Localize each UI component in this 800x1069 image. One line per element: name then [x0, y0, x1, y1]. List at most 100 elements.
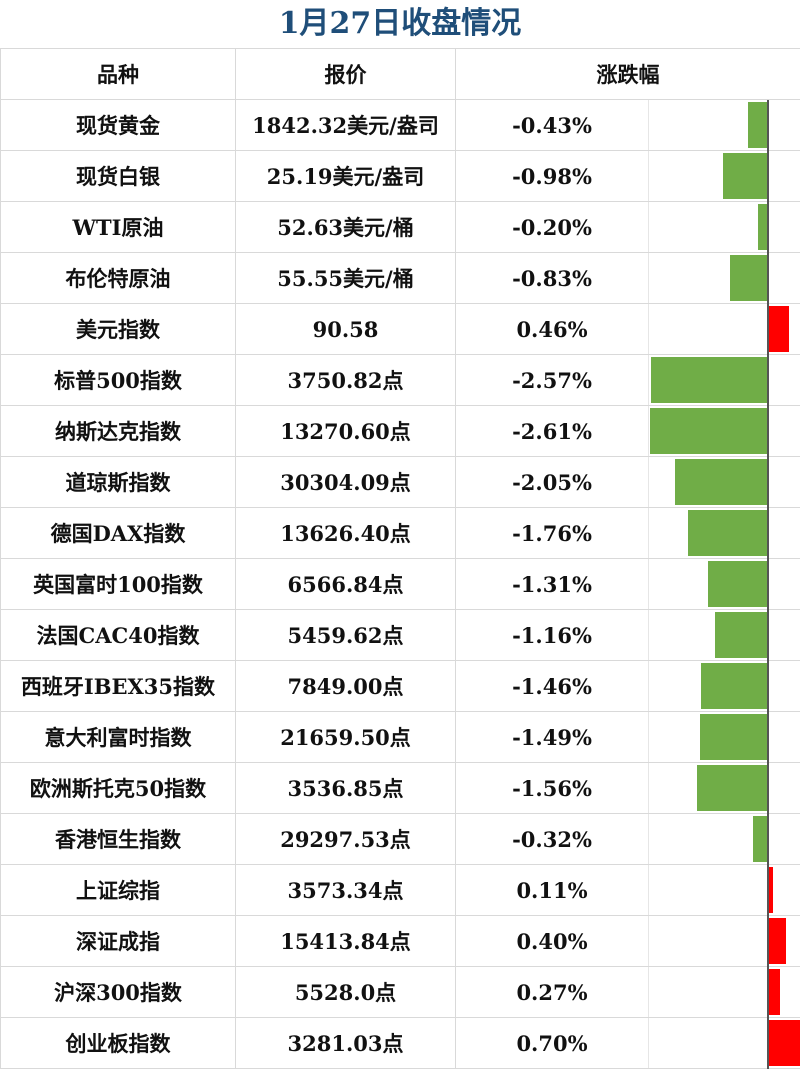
- row-bar-cell: [649, 457, 800, 508]
- change-bar: [730, 255, 767, 301]
- row-change-label: 0.11%: [456, 865, 649, 916]
- change-bar: [650, 408, 767, 454]
- row-price: 5528.0点: [236, 967, 456, 1018]
- row-price: 6566.84点: [236, 559, 456, 610]
- change-bar: [697, 765, 767, 811]
- row-bar-cell: [649, 253, 800, 304]
- change-bar: [700, 714, 767, 760]
- row-name: 现货黄金: [1, 100, 236, 151]
- row-change-label: -0.98%: [456, 151, 649, 202]
- row-price: 3750.82点: [236, 355, 456, 406]
- row-name: 创业板指数: [1, 1018, 236, 1069]
- row-bar-cell: [649, 508, 800, 559]
- row-change-label: 0.46%: [456, 304, 649, 355]
- row-bar-cell: [649, 916, 800, 967]
- row-change-label: -0.20%: [456, 202, 649, 253]
- row-bar-cell: [649, 355, 800, 406]
- row-bar-cell: [649, 712, 800, 763]
- row-bar-cell: [649, 151, 800, 202]
- row-name: WTI原油: [1, 202, 236, 253]
- change-bar: [651, 357, 767, 403]
- row-name: 法国CAC40指数: [1, 610, 236, 661]
- row-name: 道琼斯指数: [1, 457, 236, 508]
- row-change-label: -1.56%: [456, 763, 649, 814]
- row-change-label: 0.27%: [456, 967, 649, 1018]
- row-change-label: -0.83%: [456, 253, 649, 304]
- zero-axis-line: [767, 100, 769, 1069]
- row-name: 布伦特原油: [1, 253, 236, 304]
- row-price: 25.19美元/盎司: [236, 151, 456, 202]
- row-price: 21659.50点: [236, 712, 456, 763]
- row-price: 13270.60点: [236, 406, 456, 457]
- row-change-label: -2.61%: [456, 406, 649, 457]
- row-change-label: -0.43%: [456, 100, 649, 151]
- row-change-label: -1.31%: [456, 559, 649, 610]
- row-price: 5459.62点: [236, 610, 456, 661]
- header-price: 报价: [236, 49, 456, 100]
- row-change-label: -1.49%: [456, 712, 649, 763]
- row-change-label: -0.32%: [456, 814, 649, 865]
- row-name: 纳斯达克指数: [1, 406, 236, 457]
- row-bar-cell: [649, 1018, 800, 1069]
- row-name: 标普500指数: [1, 355, 236, 406]
- row-name: 西班牙IBEX35指数: [1, 661, 236, 712]
- row-price: 30304.09点: [236, 457, 456, 508]
- row-price: 3573.34点: [236, 865, 456, 916]
- row-name: 德国DAX指数: [1, 508, 236, 559]
- row-name: 沪深300指数: [1, 967, 236, 1018]
- row-bar-cell: [649, 406, 800, 457]
- row-price: 29297.53点: [236, 814, 456, 865]
- row-bar-cell: [649, 559, 800, 610]
- row-change-label: 0.40%: [456, 916, 649, 967]
- row-price: 55.55美元/桶: [236, 253, 456, 304]
- row-change-label: 0.70%: [456, 1018, 649, 1069]
- row-price: 1842.32美元/盎司: [236, 100, 456, 151]
- row-bar-cell: [649, 202, 800, 253]
- row-name: 意大利富时指数: [1, 712, 236, 763]
- row-change-label: -1.46%: [456, 661, 649, 712]
- row-bar-cell: [649, 304, 800, 355]
- row-change-label: -1.16%: [456, 610, 649, 661]
- change-bar: [768, 867, 773, 913]
- row-price: 3281.03点: [236, 1018, 456, 1069]
- change-bar: [675, 459, 767, 505]
- row-bar-cell: [649, 967, 800, 1018]
- row-name: 上证综指: [1, 865, 236, 916]
- row-bar-cell: [649, 661, 800, 712]
- row-name: 美元指数: [1, 304, 236, 355]
- row-name: 英国富时100指数: [1, 559, 236, 610]
- change-bar: [753, 816, 767, 862]
- row-price: 90.58: [236, 304, 456, 355]
- row-price: 3536.85点: [236, 763, 456, 814]
- change-bar: [688, 510, 767, 556]
- change-bar: [715, 612, 767, 658]
- row-name: 现货白银: [1, 151, 236, 202]
- header-row: 品种 报价 涨跌幅: [1, 49, 800, 100]
- row-change-label: -2.05%: [456, 457, 649, 508]
- header-name: 品种: [1, 49, 236, 100]
- change-bar: [701, 663, 767, 709]
- row-name: 香港恒生指数: [1, 814, 236, 865]
- row-bar-cell: [649, 763, 800, 814]
